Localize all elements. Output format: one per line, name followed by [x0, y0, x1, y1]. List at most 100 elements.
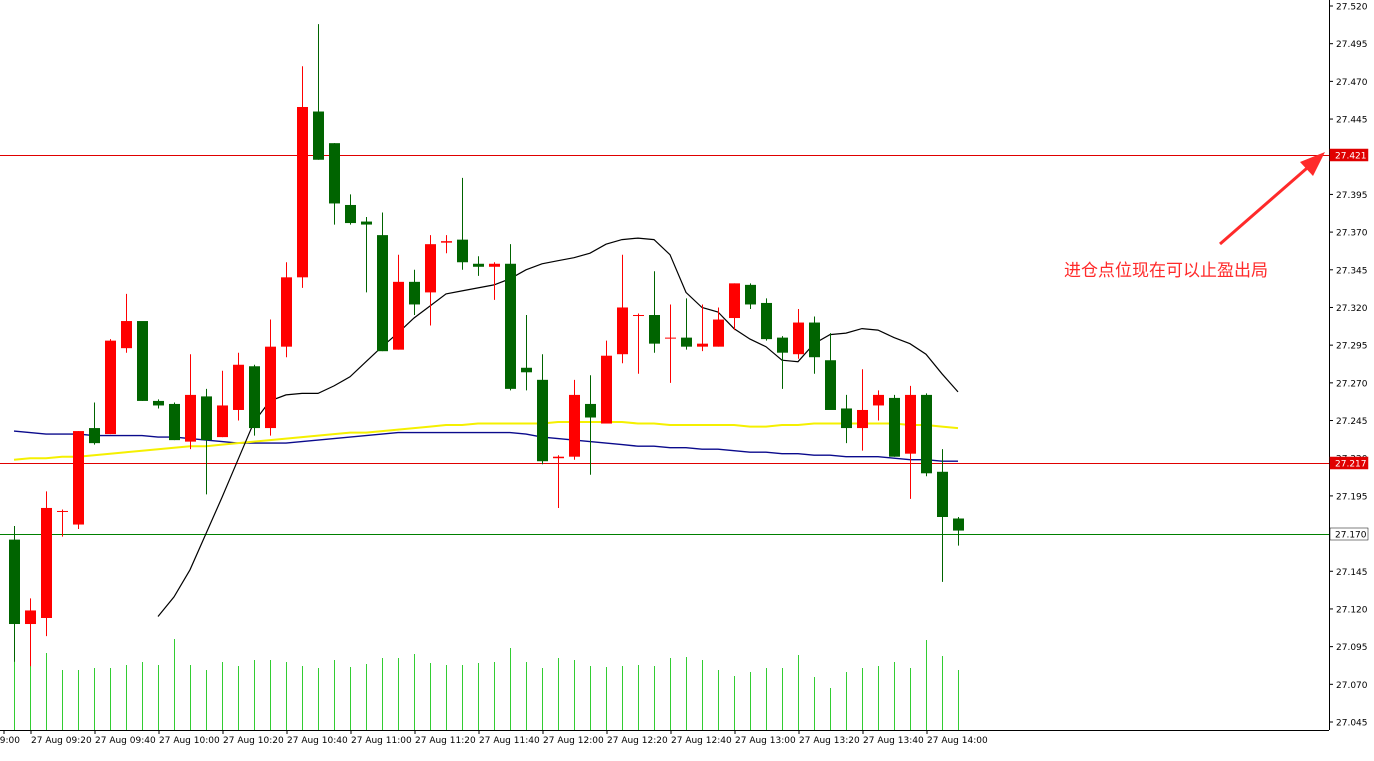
candles [9, 24, 964, 667]
candle-body [857, 409, 868, 429]
candle-body [409, 281, 420, 305]
time-tick-label: 27 Aug 13:20 [799, 736, 860, 746]
time-tick-label: 27 Aug 13:00 [735, 736, 796, 746]
time-tick-label: 27 Aug 11:00 [351, 736, 412, 746]
candle-body [105, 340, 116, 435]
candle-body [9, 539, 20, 625]
price-tick-label: 27.395 [1336, 191, 1368, 201]
price-tick-label: 27.495 [1336, 40, 1368, 50]
candle-body [473, 263, 484, 267]
candle-body [457, 239, 468, 263]
annotation-arrow-line [1219, 160, 1315, 246]
candle-body [121, 321, 132, 349]
time-tick-label: 27 Aug 14:00 [927, 736, 988, 746]
candle-body [265, 346, 276, 429]
price-tick-label: 27.120 [1336, 605, 1368, 615]
candle-body [953, 518, 964, 531]
price-tick-label: 27.145 [1336, 568, 1368, 578]
candle-body [281, 277, 292, 347]
price-tick-label: 27.345 [1336, 266, 1368, 276]
price-tick-label: 27.370 [1336, 229, 1368, 239]
candle-body [489, 263, 500, 267]
candle-body [185, 394, 196, 442]
price-tag-box [1329, 456, 1369, 470]
candle-body [681, 337, 692, 347]
candle-body [57, 510, 68, 512]
candle-body [137, 321, 148, 401]
candle-body [41, 507, 52, 618]
price-tag-box [1329, 148, 1369, 162]
time-tick-label: 27 Aug 10:40 [287, 736, 348, 746]
candle-body [345, 204, 356, 224]
price-tick-label: 27.470 [1336, 78, 1368, 88]
candle-body [201, 396, 212, 441]
candle-body [777, 337, 788, 353]
candle-body [633, 315, 644, 317]
candle-body [601, 355, 612, 424]
candle-body [665, 337, 676, 339]
time-tick-label: 09:00 [0, 736, 20, 746]
price-tick-label: 27.320 [1336, 304, 1368, 314]
price-tick-label: 27.195 [1336, 492, 1368, 502]
candle-body [585, 403, 596, 418]
time-tick-label: 27 Aug 11:40 [479, 736, 540, 746]
candle-body [361, 221, 372, 225]
volume-bars [14, 639, 959, 730]
price-tick-label: 27.245 [1336, 417, 1368, 427]
price-axis-labels: 27.52027.49527.47027.44527.42027.39527.3… [1329, 3, 1368, 729]
price-tag-box [1329, 527, 1369, 541]
candle-body [441, 241, 452, 243]
candle-body [617, 307, 628, 355]
candle-body [937, 471, 948, 517]
candle-body [393, 281, 404, 350]
candle-body [809, 322, 820, 358]
annotation-text: 进仓点位现在可以止盈出局 [1064, 261, 1268, 281]
time-tick-label: 27 Aug 09:20 [31, 736, 92, 746]
candle-body [73, 431, 84, 525]
price-tick-label: 27.520 [1336, 3, 1368, 13]
time-tick-label: 27 Aug 13:40 [863, 736, 924, 746]
price-tick-label: 27.095 [1336, 643, 1368, 653]
candle-body [649, 315, 660, 344]
candle-body [377, 235, 388, 352]
time-tick-label: 27 Aug 10:20 [223, 736, 284, 746]
ma-navy-line [13, 430, 958, 462]
price-tick-label: 27.270 [1336, 379, 1368, 389]
price-tick-label: 27.445 [1336, 116, 1368, 126]
candle-body [233, 364, 244, 410]
price-tick-label: 27.070 [1336, 681, 1368, 691]
price-tick-label: 27.045 [1336, 719, 1368, 729]
time-tick-label: 27 Aug 12:00 [543, 736, 604, 746]
candle-body [217, 405, 228, 438]
candle-body [761, 302, 772, 340]
price-tag-label: 27.170 [1335, 531, 1367, 541]
candle-body [697, 343, 708, 347]
time-tick-label: 27 Aug 11:20 [415, 736, 476, 746]
candle-body [793, 322, 804, 355]
candle-body [905, 394, 916, 454]
time-tick-label: 27 Aug 12:20 [607, 736, 668, 746]
candle-body [297, 106, 308, 278]
candle-body [25, 610, 36, 625]
candle-body [569, 394, 580, 457]
candle-body [169, 403, 180, 441]
time-tick-label: 27 Aug 10:00 [159, 736, 220, 746]
candle-body [729, 283, 740, 319]
candle-body [921, 394, 932, 474]
candle-body [873, 394, 884, 406]
candle-body [153, 400, 164, 406]
candle-body [505, 263, 516, 389]
time-tick-label: 27 Aug 12:40 [671, 736, 732, 746]
price-tag-label: 27.421 [1335, 152, 1367, 162]
candle-body [825, 360, 836, 410]
candle-body [425, 244, 436, 293]
candle-body [553, 456, 564, 459]
ma-yellow-line [13, 421, 959, 461]
candle-body [521, 367, 532, 373]
candle-body [329, 143, 340, 204]
ma-black-line [157, 237, 959, 617]
candle-body [313, 111, 324, 160]
